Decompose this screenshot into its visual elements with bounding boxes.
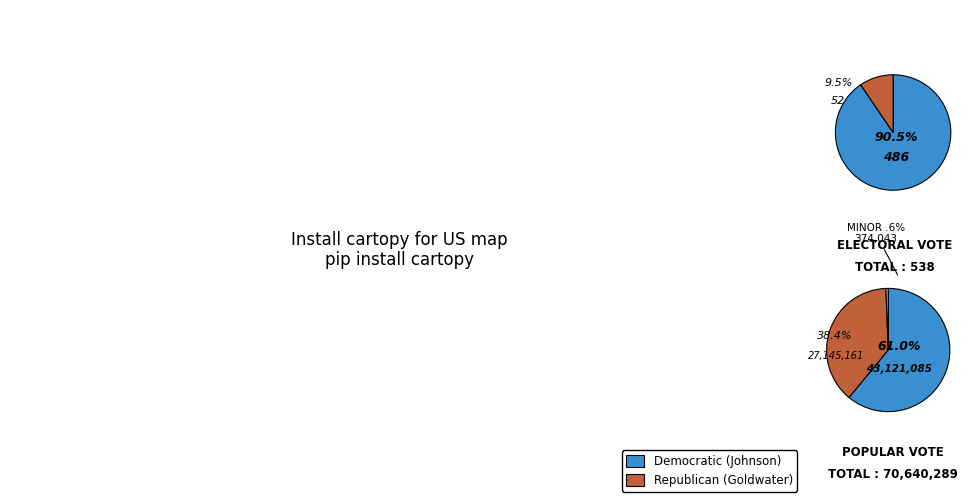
Text: 9.5%: 9.5% bbox=[824, 78, 852, 88]
Text: 27,145,161: 27,145,161 bbox=[808, 351, 865, 361]
Wedge shape bbox=[836, 75, 951, 190]
Wedge shape bbox=[861, 75, 893, 132]
Wedge shape bbox=[827, 288, 888, 398]
Text: 52: 52 bbox=[831, 96, 845, 106]
Wedge shape bbox=[886, 288, 888, 350]
Text: POPULAR VOTE: POPULAR VOTE bbox=[842, 446, 944, 460]
Text: 61.0%: 61.0% bbox=[878, 340, 920, 353]
Wedge shape bbox=[849, 288, 950, 412]
Text: TOTAL : 538: TOTAL : 538 bbox=[855, 261, 935, 274]
Text: TOTAL : 70,640,289: TOTAL : 70,640,289 bbox=[828, 468, 958, 481]
Text: ELECTORAL VOTE: ELECTORAL VOTE bbox=[838, 239, 953, 252]
Text: 38.4%: 38.4% bbox=[817, 331, 853, 341]
Text: 43,121,085: 43,121,085 bbox=[866, 364, 932, 374]
Text: 90.5%: 90.5% bbox=[875, 131, 917, 144]
Legend: Democratic (Johnson), Republican (Goldwater): Democratic (Johnson), Republican (Goldwa… bbox=[622, 450, 798, 492]
Text: 486: 486 bbox=[882, 152, 909, 164]
Text: MINOR .6%
374,043: MINOR .6% 374,043 bbox=[847, 222, 905, 275]
Text: Install cartopy for US map
pip install cartopy: Install cartopy for US map pip install c… bbox=[292, 230, 508, 270]
